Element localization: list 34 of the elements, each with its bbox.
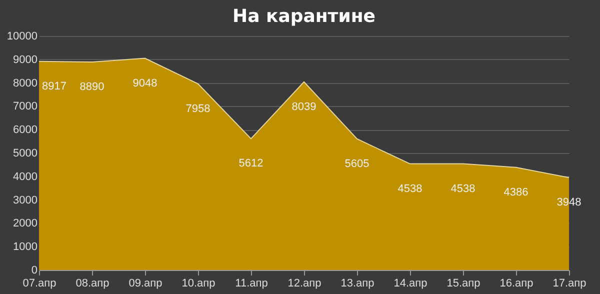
x-tick-label: 12.апр bbox=[288, 278, 322, 290]
data-label: 4538 bbox=[450, 182, 476, 195]
data-label: 4538 bbox=[398, 182, 422, 195]
x-tick-label: 16.апр bbox=[500, 278, 534, 290]
data-label: 7958 bbox=[186, 102, 210, 115]
x-tick-label: 15.апр bbox=[446, 278, 480, 290]
y-tick-label: 2000 bbox=[13, 218, 38, 230]
y-tick-label: 0 bbox=[31, 264, 38, 276]
x-tick-label: 17.апр bbox=[552, 278, 586, 290]
y-tick-label: 6000 bbox=[13, 124, 38, 136]
data-label: 8890 bbox=[80, 80, 104, 93]
data-label: 8917 bbox=[42, 80, 66, 92]
data-label: 5612 bbox=[238, 158, 264, 170]
x-tick-label: 14.апр bbox=[394, 278, 428, 290]
x-tick-label: 11.апр bbox=[235, 278, 268, 290]
y-tick-label: 1000 bbox=[13, 241, 38, 254]
data-label: 4386 bbox=[504, 186, 528, 198]
chart-title: На карантине bbox=[232, 6, 376, 27]
x-tick-label: 13.апр bbox=[340, 278, 374, 290]
data-label: 5605 bbox=[344, 158, 370, 170]
y-tick-label: 8000 bbox=[13, 77, 38, 90]
x-tick-label: 09.апр bbox=[128, 278, 162, 290]
y-tick-label: 4000 bbox=[13, 170, 38, 183]
y-tick-label: 9000 bbox=[13, 54, 38, 66]
x-tick-label: 07.апр bbox=[22, 278, 56, 290]
data-label: 8039 bbox=[292, 100, 316, 113]
data-label: 9048 bbox=[132, 77, 158, 90]
y-tick-label: 5000 bbox=[13, 148, 38, 160]
y-tick-label: 3000 bbox=[13, 194, 38, 206]
x-tick-label: 10.апр bbox=[182, 278, 216, 290]
x-tick-label: 08.апр bbox=[76, 278, 110, 290]
y-tick-label: 7000 bbox=[13, 100, 38, 113]
y-tick-label: 10000 bbox=[6, 30, 38, 42]
data-label: 3948 bbox=[556, 196, 582, 209]
